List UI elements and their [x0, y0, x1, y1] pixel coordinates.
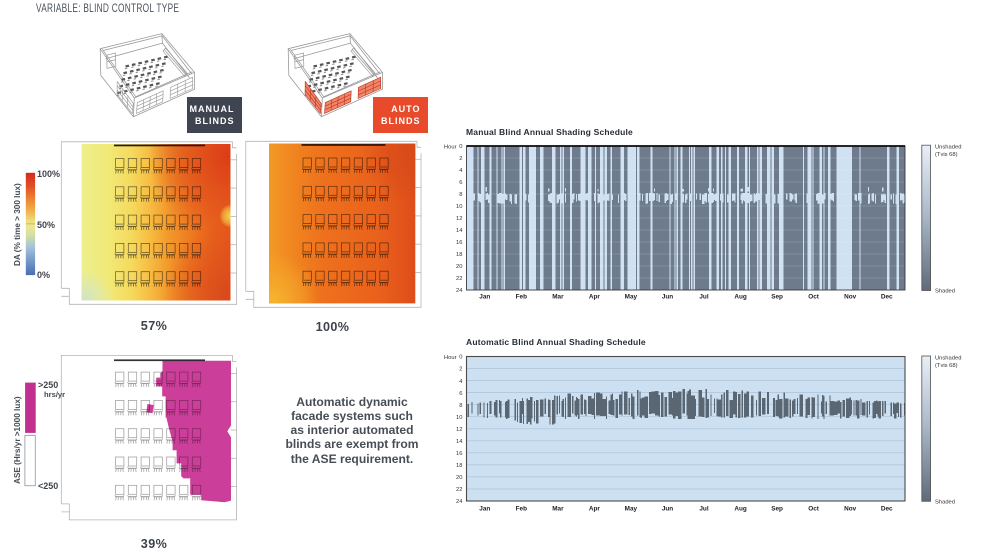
- svg-text:18: 18: [456, 463, 462, 469]
- svg-text:Jul: Jul: [699, 506, 708, 513]
- svg-text:Hour: Hour: [444, 355, 457, 361]
- svg-text:Dec: Dec: [881, 294, 893, 301]
- svg-text:Unshaded: Unshaded: [935, 355, 961, 361]
- svg-text:16: 16: [456, 451, 462, 457]
- svg-text:Jan: Jan: [479, 506, 490, 513]
- svg-text:10: 10: [456, 415, 462, 421]
- svg-text:Oct: Oct: [808, 506, 820, 513]
- svg-text:18: 18: [456, 252, 462, 258]
- svg-text:(Tvis 68): (Tvis 68): [935, 152, 958, 158]
- svg-text:14: 14: [456, 439, 463, 445]
- svg-text:16: 16: [456, 240, 462, 246]
- svg-text:(Tvis 68): (Tvis 68): [935, 363, 958, 369]
- svg-text:0: 0: [459, 144, 462, 150]
- svg-text:24: 24: [456, 499, 463, 505]
- svg-text:Apr: Apr: [589, 294, 601, 301]
- svg-text:Shaded: Shaded: [935, 499, 955, 505]
- svg-text:May: May: [625, 294, 638, 301]
- svg-text:Dec: Dec: [881, 506, 893, 513]
- svg-text:2: 2: [459, 156, 462, 162]
- svg-text:8: 8: [459, 403, 462, 409]
- svg-text:Shaded: Shaded: [935, 289, 955, 295]
- svg-text:Jan: Jan: [479, 294, 490, 301]
- svg-text:2: 2: [459, 367, 462, 373]
- svg-text:24: 24: [456, 288, 463, 294]
- svg-text:Hour: Hour: [444, 145, 457, 151]
- svg-text:14: 14: [456, 228, 463, 234]
- svg-text:Mar: Mar: [552, 506, 564, 513]
- svg-text:Apr: Apr: [589, 506, 601, 513]
- svg-text:20: 20: [456, 264, 462, 270]
- svg-text:6: 6: [459, 180, 462, 186]
- svg-text:Oct: Oct: [808, 294, 820, 301]
- svg-text:Mar: Mar: [552, 294, 564, 301]
- svg-text:Sep: Sep: [771, 506, 783, 513]
- svg-text:Feb: Feb: [516, 506, 527, 513]
- svg-text:10: 10: [456, 204, 462, 210]
- svg-text:Nov: Nov: [844, 506, 857, 513]
- svg-text:8: 8: [459, 192, 462, 198]
- svg-text:22: 22: [456, 487, 462, 493]
- svg-text:Nov: Nov: [844, 294, 857, 301]
- svg-text:Sep: Sep: [771, 294, 783, 301]
- svg-text:4: 4: [459, 379, 463, 385]
- svg-text:20: 20: [456, 475, 462, 481]
- svg-text:Aug: Aug: [734, 506, 747, 513]
- svg-text:Jun: Jun: [662, 506, 673, 513]
- svg-text:22: 22: [456, 276, 462, 282]
- svg-text:Feb: Feb: [516, 294, 527, 301]
- svg-text:12: 12: [456, 427, 462, 433]
- svg-text:Jul: Jul: [699, 294, 708, 301]
- svg-text:4: 4: [459, 168, 463, 174]
- svg-text:May: May: [625, 506, 638, 513]
- svg-text:Jun: Jun: [662, 294, 673, 301]
- svg-text:Unshaded: Unshaded: [935, 145, 961, 151]
- svg-text:0: 0: [459, 355, 462, 361]
- svg-text:Aug: Aug: [734, 294, 747, 301]
- svg-text:12: 12: [456, 216, 462, 222]
- svg-text:6: 6: [459, 391, 462, 397]
